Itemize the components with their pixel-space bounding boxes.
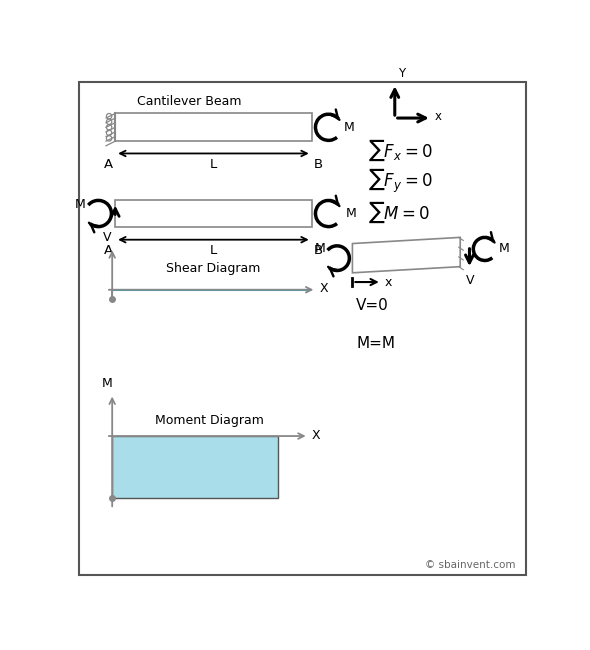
Text: © sbainvent.com: © sbainvent.com (425, 560, 516, 569)
Bar (115, 200, 312, 227)
Text: x: x (435, 110, 442, 123)
Text: A: A (104, 158, 113, 171)
Text: Y: Y (398, 66, 405, 79)
Text: L: L (210, 244, 217, 257)
Text: Moment Diagram: Moment Diagram (155, 414, 263, 427)
Text: M: M (314, 242, 326, 255)
Text: $\sum M = 0$: $\sum M = 0$ (368, 200, 430, 225)
Text: $\sum F_x = 0$: $\sum F_x = 0$ (368, 138, 432, 163)
Bar (115, 113, 312, 141)
Text: B: B (314, 244, 323, 257)
Bar (112, 436, 278, 498)
Text: L: L (210, 158, 217, 171)
Text: M: M (344, 121, 355, 134)
Text: $\sum F_y = 0$: $\sum F_y = 0$ (368, 167, 432, 195)
Text: X: X (319, 283, 328, 296)
Text: X: X (312, 429, 320, 442)
Text: Shear Diagram: Shear Diagram (166, 262, 260, 275)
Text: x: x (385, 276, 392, 289)
Text: M: M (102, 377, 113, 390)
Bar (112, 436, 278, 498)
Text: B: B (314, 158, 323, 171)
Text: V=0: V=0 (356, 298, 389, 313)
Text: Cantilever Beam: Cantilever Beam (137, 95, 241, 108)
Text: V: V (466, 274, 474, 287)
Text: A: A (104, 244, 113, 257)
Text: V: V (103, 231, 112, 244)
Text: M: M (346, 207, 356, 220)
Text: M: M (74, 198, 85, 211)
Polygon shape (352, 237, 460, 273)
Text: M: M (499, 242, 510, 255)
Text: M=M: M=M (356, 336, 395, 351)
